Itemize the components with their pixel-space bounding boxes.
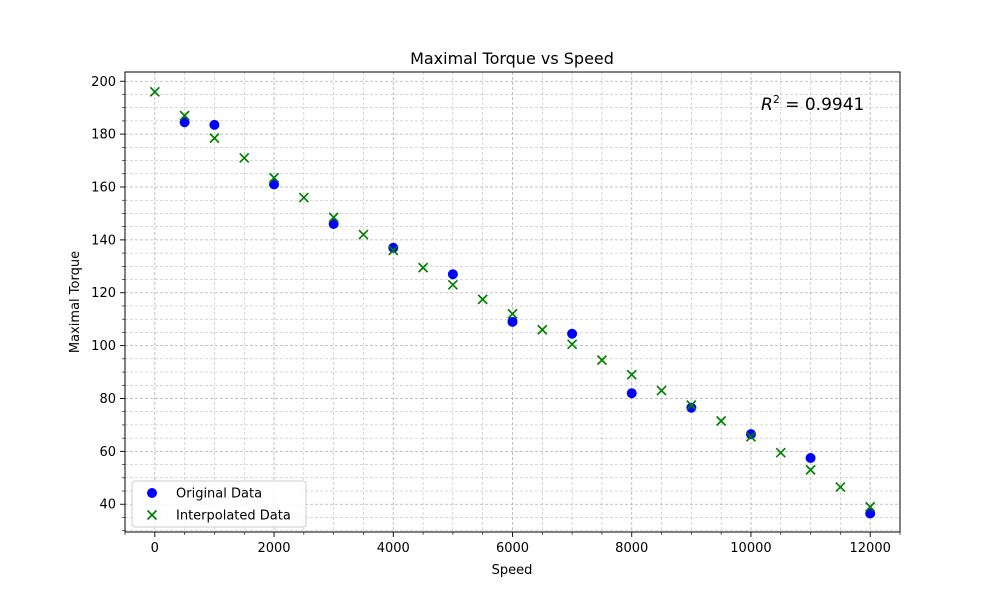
y-tick-label: 120 xyxy=(91,286,116,301)
data-point-interpolated-data xyxy=(805,464,816,475)
legend-label-original-data: Original Data xyxy=(176,487,262,502)
data-point-interpolated-data xyxy=(149,86,160,97)
data-point-original-data xyxy=(269,179,280,190)
x-tick-label: 10000 xyxy=(730,541,771,556)
x-tick-label: 8000 xyxy=(615,541,648,556)
r-squared-value: = 0.9941 xyxy=(780,95,865,115)
data-point-original-data xyxy=(179,117,190,128)
r-squared-superscript: 2 xyxy=(773,93,780,106)
data-point-interpolated-data xyxy=(507,308,518,319)
legend-label-interpolated-data: Interpolated Data xyxy=(176,509,291,524)
data-point-interpolated-data xyxy=(716,415,727,427)
x-tick-label: 0 xyxy=(151,541,159,556)
data-point-interpolated-data xyxy=(865,501,876,512)
x-tick-label: 6000 xyxy=(496,541,529,556)
x-tick-label: 4000 xyxy=(377,541,410,556)
series-interpolated-data xyxy=(149,86,876,512)
data-point-interpolated-data xyxy=(567,339,578,350)
y-tick-label: 80 xyxy=(99,392,116,407)
data-point-interpolated-data xyxy=(239,152,250,164)
data-point-interpolated-data xyxy=(447,279,458,290)
axis-ticks: 0 2000 4000 6000 8000 10000 12000 40 60 80 100 120 1… xyxy=(91,75,901,556)
data-point-original-data xyxy=(686,402,697,413)
data-point-original-data xyxy=(447,269,458,280)
r-squared-symbol: R xyxy=(761,95,773,115)
data-point-interpolated-data xyxy=(596,355,608,366)
data-point-interpolated-data xyxy=(268,172,280,183)
data-point-original-data xyxy=(507,316,518,327)
y-tick-label: 100 xyxy=(91,339,116,354)
legend-box xyxy=(131,480,307,528)
y-axis-label: Maximal Torque xyxy=(68,251,83,353)
data-point-original-data xyxy=(626,388,637,399)
chart-title: Maximal Torque vs Speed xyxy=(410,49,614,68)
data-point-original-data xyxy=(745,429,756,440)
data-point-interpolated-data xyxy=(477,294,488,305)
data-point-interpolated-data xyxy=(417,262,429,273)
data-point-interpolated-data xyxy=(298,192,309,203)
data-point-interpolated-data xyxy=(388,245,399,256)
data-point-interpolated-data xyxy=(835,481,846,493)
y-tick-label: 180 xyxy=(91,128,116,143)
r-squared-annotation: R2 = 0.9941 xyxy=(761,93,864,115)
legend: Original Data Interpolated Data xyxy=(131,480,307,528)
x-tick-label: 12000 xyxy=(850,541,891,556)
data-point-interpolated-data xyxy=(328,212,339,223)
data-point-interpolated-data xyxy=(775,447,786,458)
y-tick-label: 40 xyxy=(99,498,116,513)
legend-marker-interpolated-data xyxy=(146,509,158,521)
y-tick-label: 200 xyxy=(91,75,116,90)
data-marks xyxy=(149,86,876,519)
grid xyxy=(124,72,901,532)
data-point-interpolated-data xyxy=(656,385,667,396)
y-tick-label: 60 xyxy=(99,445,116,460)
data-point-original-data xyxy=(567,328,578,339)
data-point-interpolated-data xyxy=(358,229,369,240)
x-tick-label: 2000 xyxy=(257,541,290,556)
y-tick-label: 140 xyxy=(91,233,116,248)
plot-frame xyxy=(124,71,901,533)
data-point-original-data xyxy=(805,452,816,463)
x-axis-label: Speed xyxy=(492,563,533,578)
legend-marker-original-data xyxy=(147,488,157,498)
data-point-interpolated-data xyxy=(179,110,190,121)
y-tick-label: 160 xyxy=(91,181,116,196)
data-point-interpolated-data xyxy=(209,132,220,144)
data-point-interpolated-data xyxy=(626,369,637,380)
series-original-data xyxy=(179,117,876,519)
data-point-interpolated-data xyxy=(745,431,757,442)
data-point-original-data xyxy=(388,242,399,253)
data-point-interpolated-data xyxy=(686,400,697,411)
data-point-original-data xyxy=(328,219,339,230)
data-point-interpolated-data xyxy=(537,324,548,335)
data-point-original-data xyxy=(865,508,876,519)
data-point-original-data xyxy=(209,119,220,130)
